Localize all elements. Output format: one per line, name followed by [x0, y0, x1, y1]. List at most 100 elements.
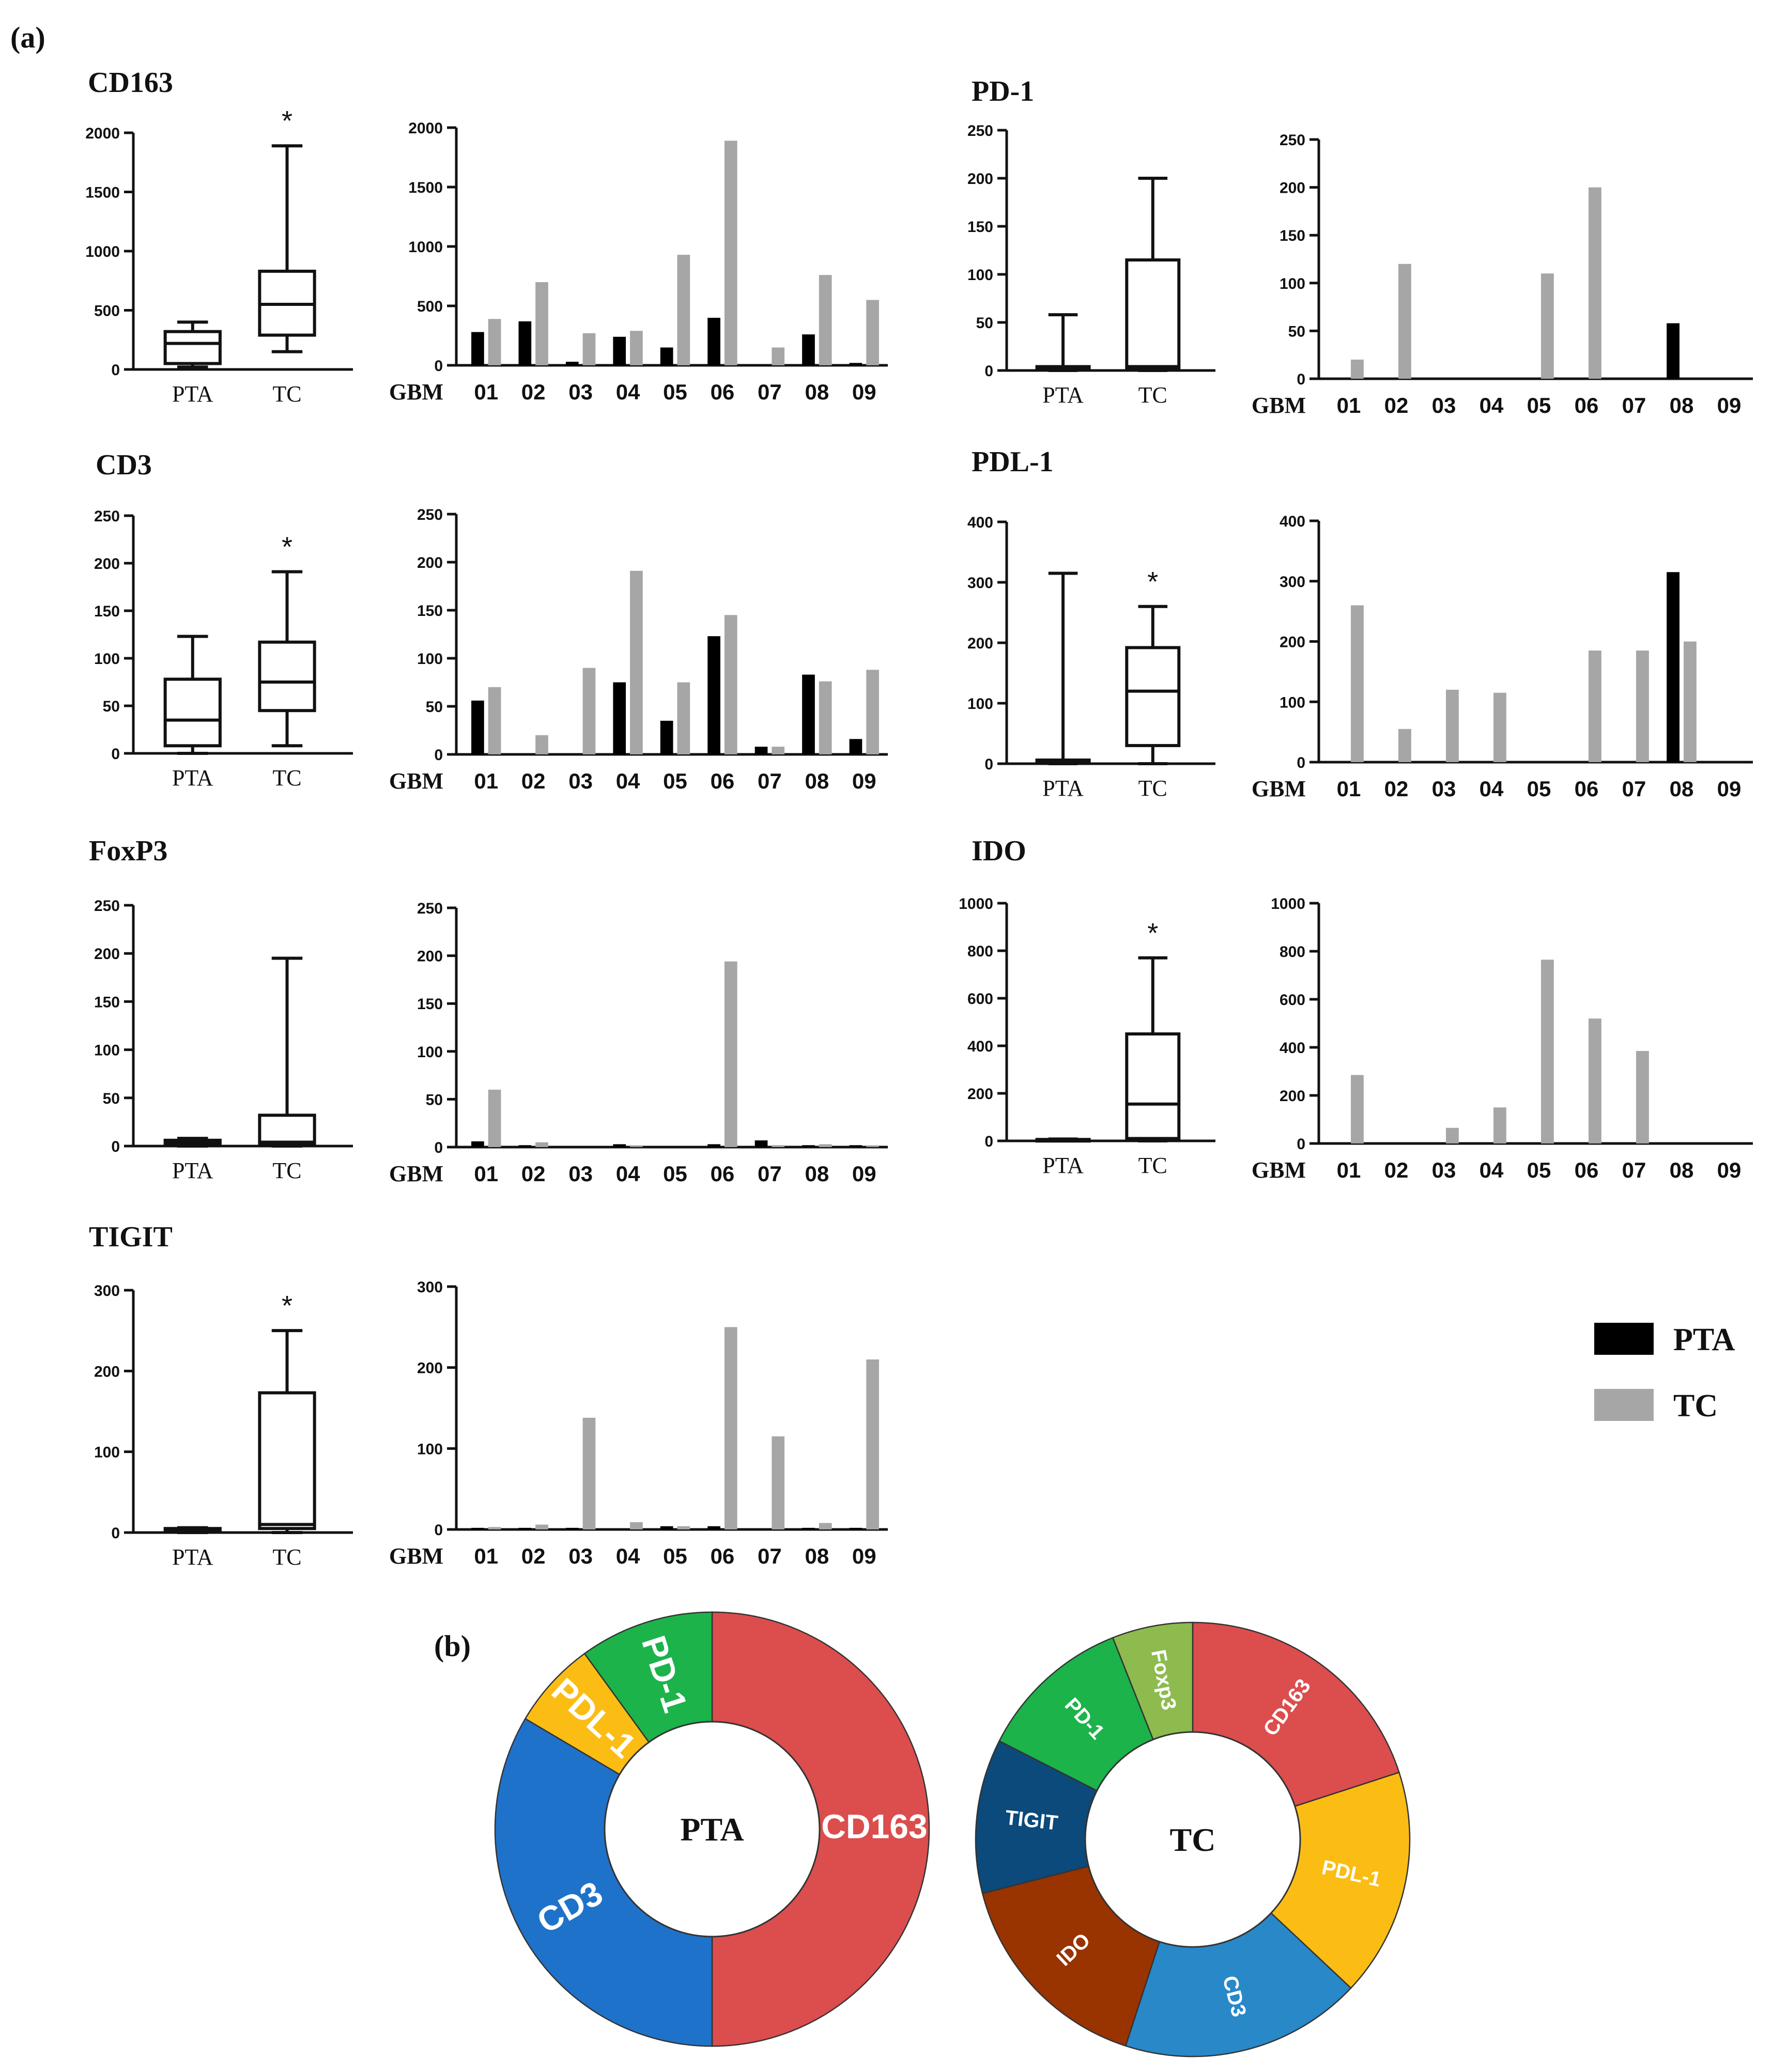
pdl1-bar-y-tick-label: 200	[1280, 634, 1305, 651]
tigit-category-label: 05	[663, 1544, 687, 1568]
ido-category-label: 02	[1384, 1158, 1409, 1182]
foxp3-category-label: 02	[521, 1162, 546, 1186]
pd1-category-label: 09	[1717, 393, 1742, 418]
pdl1-category-label: 02	[1384, 777, 1409, 801]
cd3-bar-y-tick-label: 0	[434, 747, 443, 764]
pdl1-bar-tc-08	[1684, 641, 1697, 762]
tigit-bar-tc-05	[677, 1526, 690, 1529]
foxp3-bar-tc-06	[724, 961, 737, 1147]
cd3-box-y-tick-label: 150	[94, 603, 120, 620]
tigit-pta-label: PTA	[172, 1544, 213, 1570]
tc-center-label: TC	[1170, 1821, 1216, 1858]
cd163-bar-pta-05	[660, 347, 673, 365]
pd1-tc-label: TC	[1138, 382, 1167, 408]
tigit-bar-pta-09	[849, 1527, 862, 1529]
ido-category-label: 08	[1670, 1158, 1694, 1182]
ido-category-label: 03	[1432, 1158, 1456, 1182]
pd1-category-label: 07	[1622, 393, 1646, 418]
pd1-bar-chart: 0 50 100 150 200 250 GBM 01 02 03 04 05 06 07 08 09	[1252, 132, 1753, 418]
tigit-bar-y-tick-label: 200	[417, 1360, 443, 1377]
pd1-box-y-tick-label: 0	[984, 363, 993, 380]
pd1-box-y-tick-label: 250	[967, 122, 993, 140]
ido-bar-tc-06	[1589, 1018, 1601, 1143]
ido-bar-y-tick-label: 600	[1280, 992, 1305, 1009]
foxp3-pta-label: PTA	[172, 1158, 213, 1183]
pdl1-gbm-label: GBM	[1252, 776, 1306, 801]
pdl1-significance-star: *	[1147, 566, 1158, 597]
foxp3-title: FoxP3	[89, 835, 167, 867]
cd163-bar-y-tick-label: 1000	[408, 239, 443, 256]
cd3-bar-tc-05	[677, 682, 690, 754]
pdl1-category-label: 03	[1432, 777, 1456, 801]
cd3-box-plot: CD3 0 50 100 150 200 250 PTA TC *	[94, 449, 353, 791]
tigit-title: TIGIT	[89, 1221, 173, 1253]
foxp3-bar-y-tick-label: 250	[417, 900, 443, 917]
cd3-pta-label: PTA	[172, 765, 213, 791]
cd163-category-label: 02	[521, 380, 546, 404]
cd163-category-label: 08	[805, 380, 829, 404]
cd3-category-label: 04	[616, 769, 640, 793]
ido-box-y-tick-label: 800	[967, 943, 993, 960]
pd1-bar-y-tick-label: 200	[1280, 180, 1305, 197]
pd1-category-label: 08	[1670, 393, 1694, 418]
pd1-category-label: 02	[1384, 393, 1409, 418]
cd3-bar-tc-07	[772, 747, 785, 754]
cd3-bar-pta-08	[802, 674, 815, 754]
cd3-bar-tc-09	[866, 670, 879, 754]
pdl1-box-y-tick-label: 0	[984, 756, 993, 773]
cd3-bar-y-tick-label: 250	[417, 506, 443, 523]
ido-bar-y-tick-label: 0	[1297, 1136, 1305, 1153]
foxp3-bar-y-tick-label: 100	[417, 1044, 443, 1061]
tc-donut-hole	[1084, 1731, 1301, 1948]
cd3-tc-label: TC	[272, 765, 301, 791]
cd3-category-label: 09	[852, 769, 876, 793]
cd3-bar-tc-04	[630, 570, 643, 754]
foxp3-category-label: 07	[758, 1162, 782, 1186]
tigit-bar-tc-04	[630, 1522, 643, 1529]
foxp3-category-label: 04	[616, 1162, 640, 1186]
cd163-category-label: 06	[711, 380, 735, 404]
foxp3-gbm-label: GBM	[389, 1161, 443, 1186]
ido-category-label: 07	[1622, 1158, 1646, 1182]
pd1-box-y-tick-label: 150	[967, 219, 993, 236]
foxp3-category-label: 05	[663, 1162, 687, 1186]
cd163-bar-pta-09	[849, 363, 862, 365]
foxp3-bar-pta-07	[754, 1140, 768, 1147]
foxp3-bar-tc-09	[866, 1146, 879, 1147]
foxp3-category-label: 06	[711, 1162, 735, 1186]
tigit-bar-pta-03	[565, 1527, 579, 1529]
pd1-bar-y-tick-label: 150	[1280, 227, 1305, 244]
pta-segment-label-cd163: CD163	[821, 1807, 927, 1845]
pd1-gbm-label: GBM	[1252, 393, 1306, 418]
pdl1-tc-box	[1125, 646, 1181, 747]
foxp3-bar-pta-06	[707, 1144, 720, 1147]
cd163-bar-tc-08	[819, 275, 832, 365]
ido-category-label: 06	[1575, 1158, 1599, 1182]
tigit-category-label: 03	[568, 1544, 593, 1568]
cd3-box-y-tick-label: 50	[103, 698, 120, 715]
foxp3-bar-tc-08	[819, 1144, 832, 1147]
ido-bar-tc-07	[1636, 1050, 1649, 1143]
ido-bar-tc-05	[1541, 960, 1554, 1143]
foxp3-bar-y-tick-label: 200	[417, 948, 443, 965]
pdl1-category-label: 06	[1575, 777, 1599, 801]
ido-box-y-tick-label: 400	[967, 1038, 993, 1055]
pdl1-bar-tc-02	[1398, 729, 1411, 762]
pdl1-category-label: 05	[1527, 777, 1551, 801]
pd1-pta-label: PTA	[1042, 382, 1084, 408]
foxp3-tc-box	[258, 1114, 316, 1146]
ido-significance-star: *	[1147, 918, 1158, 949]
foxp3-category-label: 03	[568, 1162, 593, 1186]
foxp3-bar-y-tick-label: 50	[426, 1091, 443, 1108]
pd1-box-plot: PD-1 0 50 100 150 200 250 PTA TC	[967, 75, 1215, 408]
pd1-bar-y-tick-label: 100	[1280, 275, 1305, 292]
cd3-bar-y-tick-label: 200	[417, 554, 443, 571]
tigit-bar-tc-01	[488, 1527, 501, 1529]
cd163-pta-label: PTA	[172, 381, 213, 407]
cd163-bar-y-tick-label: 500	[417, 298, 443, 315]
foxp3-box-y-tick-label: 200	[94, 946, 120, 963]
pd1-box-y-tick-label: 100	[967, 267, 993, 284]
pdl1-box-y-tick-label: 100	[967, 695, 993, 713]
foxp3-box-y-tick-label: 0	[111, 1138, 120, 1155]
